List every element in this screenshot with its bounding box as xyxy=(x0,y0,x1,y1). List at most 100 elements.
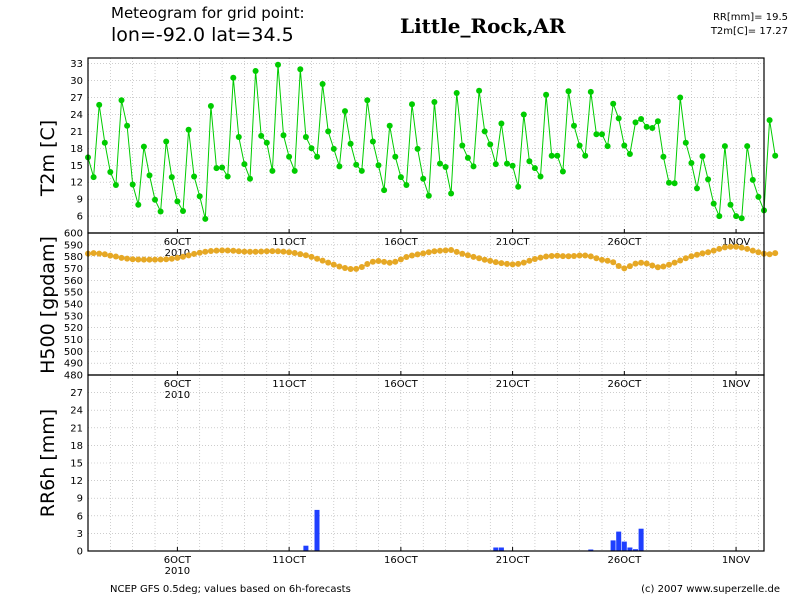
t2m-point xyxy=(219,164,226,171)
y-tick-label: 510 xyxy=(64,335,83,346)
h500-point xyxy=(576,252,583,259)
t2m-point xyxy=(258,132,265,139)
t2m-point xyxy=(632,119,639,126)
t2m-point xyxy=(509,162,516,169)
h500-point xyxy=(252,248,259,255)
t2m-point xyxy=(677,94,684,101)
t2m-point xyxy=(247,175,253,182)
h500-point xyxy=(509,261,516,268)
t2m-point xyxy=(392,153,399,160)
t2m-point xyxy=(269,167,276,174)
y-tick-label: 550 xyxy=(64,288,83,299)
h500-point xyxy=(632,260,639,267)
h500-point xyxy=(101,251,108,258)
t2m-point xyxy=(96,101,103,108)
h500-point xyxy=(772,250,779,257)
t2m-point xyxy=(559,168,566,175)
y-tick-label: 9 xyxy=(77,494,83,505)
t2m-point xyxy=(537,173,544,180)
t2m-point xyxy=(224,173,231,180)
h500-point xyxy=(615,263,622,269)
y-tick-label: 490 xyxy=(64,359,83,370)
h500-point xyxy=(671,259,678,266)
t2m-point xyxy=(481,128,488,135)
t2m-point xyxy=(520,111,527,118)
h500-point xyxy=(721,244,728,251)
x-tick-label: 11OCT xyxy=(272,237,307,248)
h500-point xyxy=(582,252,589,259)
y-tick-label: 18 xyxy=(70,441,83,452)
t2m-point xyxy=(291,167,298,174)
x-tick-label: 21OCT xyxy=(496,379,531,390)
h500-point xyxy=(235,248,242,255)
t2m-point xyxy=(213,165,220,172)
rr6h-bar xyxy=(498,547,504,551)
h500-point xyxy=(302,252,309,259)
t2m-line xyxy=(87,64,776,220)
t2m-point xyxy=(101,139,108,146)
panel-frame xyxy=(87,374,765,552)
t2m-point xyxy=(699,153,706,160)
t2m-point xyxy=(515,183,522,190)
t2m-point xyxy=(626,151,633,157)
y-tick-label: 27 xyxy=(70,388,83,399)
h500-point xyxy=(688,253,695,260)
h500-point xyxy=(705,249,712,256)
y-tick-label: 530 xyxy=(64,311,83,322)
t2m-point xyxy=(185,126,192,133)
y-tick-label: 21 xyxy=(70,423,83,434)
t2m-point xyxy=(330,145,337,152)
rr6h-bar xyxy=(621,541,627,551)
h500-point xyxy=(403,254,410,260)
t2m-point xyxy=(252,68,259,74)
t2m-point xyxy=(425,192,432,199)
y-tick-label: 600 xyxy=(64,229,83,240)
h500-point xyxy=(554,252,561,259)
t2m-point xyxy=(442,164,449,170)
t2m-point xyxy=(448,190,455,197)
h500-point xyxy=(621,265,628,272)
t2m-point xyxy=(498,120,505,127)
h500-point xyxy=(677,257,684,264)
t2m-point xyxy=(207,103,214,109)
h500-point xyxy=(129,256,136,263)
rr6h-bar xyxy=(588,549,594,551)
t2m-point xyxy=(112,182,119,188)
h500-point xyxy=(638,259,645,266)
t2m-point xyxy=(129,181,136,188)
h500-point xyxy=(699,250,706,257)
h500-point xyxy=(112,253,119,260)
t2m-point xyxy=(565,88,572,95)
grid-point-coordinates: lon=-92.0 lat=34.5 xyxy=(111,24,294,46)
h500-point xyxy=(247,248,253,255)
h500-point xyxy=(755,249,762,256)
h500-point xyxy=(559,253,566,260)
y-tick-label: 520 xyxy=(64,323,83,334)
t2m-point xyxy=(280,132,287,139)
t2m-point xyxy=(643,123,650,130)
t2m-point xyxy=(90,174,97,181)
h500-point xyxy=(470,253,477,260)
t2m-point xyxy=(738,215,745,222)
title-line-1: Meteogram for grid point: xyxy=(111,4,305,22)
h500-point xyxy=(766,251,773,258)
t2m-point xyxy=(381,187,388,194)
t2m-point xyxy=(733,213,740,220)
h500-point xyxy=(330,261,337,268)
h500-point xyxy=(476,255,483,262)
h500-point xyxy=(643,260,650,267)
h500-point xyxy=(140,256,147,263)
h500-point xyxy=(336,263,343,270)
t2m-point xyxy=(744,143,751,150)
h500-point xyxy=(124,255,131,262)
h500-point xyxy=(666,261,672,268)
h500-point xyxy=(727,243,734,250)
h500-point xyxy=(174,254,181,261)
h500-point xyxy=(738,244,745,251)
x-tick-label: 16OCT xyxy=(384,237,419,248)
h500-point xyxy=(230,247,237,254)
t2m-point xyxy=(168,174,175,181)
h500-point xyxy=(442,247,449,254)
h500-point xyxy=(90,250,97,257)
y-tick-label: 21 xyxy=(70,127,83,138)
